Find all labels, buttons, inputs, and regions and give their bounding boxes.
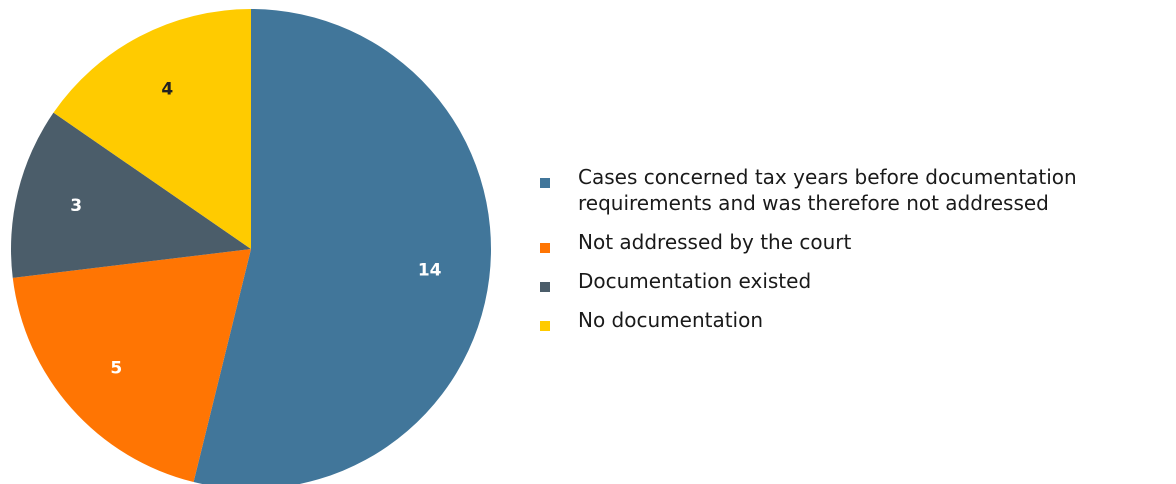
legend-swatch (540, 243, 550, 253)
slice-value-label: 3 (70, 196, 82, 216)
legend-label: Cases concerned tax years before documen… (578, 165, 1077, 215)
legend-swatch (540, 178, 550, 188)
pie-plot: 14 5 3 4 (11, 9, 491, 484)
legend: Cases concerned tax years before documen… (540, 164, 1170, 346)
legend-swatch (540, 282, 550, 292)
pie-slice (11, 112, 252, 278)
pie-slice (53, 9, 251, 249)
legend-item: Not addressed by the court (540, 229, 1170, 255)
pie-slice (12, 249, 251, 483)
pie-slice (193, 9, 491, 484)
legend-label: Documentation existed (578, 269, 812, 293)
legend-label: No documentation (578, 308, 764, 332)
slice-value-label: 4 (161, 80, 173, 100)
legend-item: Cases concerned tax years before documen… (540, 164, 1170, 216)
legend-item: Documentation existed (540, 268, 1170, 294)
legend-swatch (540, 321, 550, 331)
slice-value-label: 14 (418, 261, 442, 281)
legend-item: No documentation (540, 307, 1170, 333)
legend-label: Not addressed by the court (578, 230, 852, 254)
slice-value-label: 5 (110, 358, 122, 378)
